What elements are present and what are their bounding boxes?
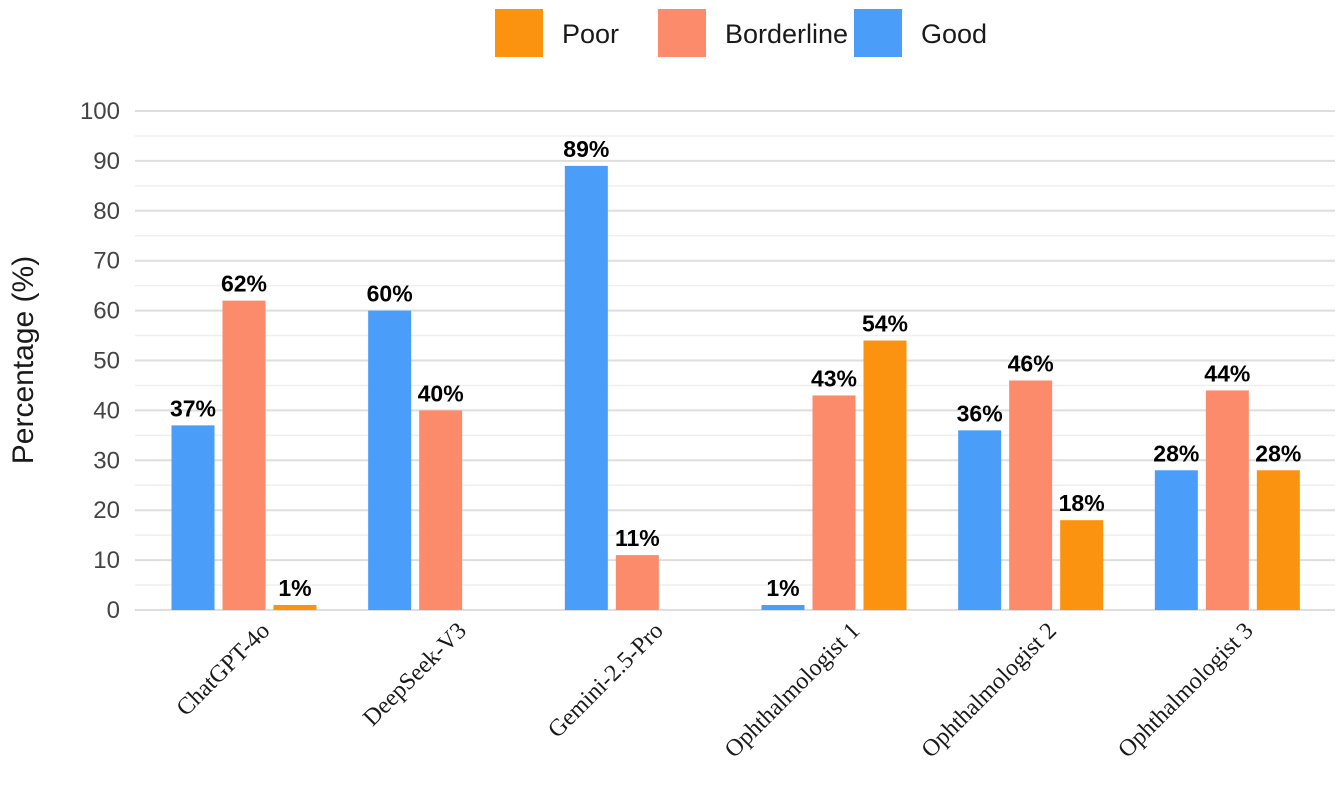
y-tick-label: 100 (80, 98, 120, 125)
y-tick-label: 60 (93, 298, 120, 325)
bar-good-ophthalmologist-2 (958, 430, 1002, 610)
data-label-poor-ophthalmologist-1: 54% (862, 311, 908, 337)
y-tick-label: 10 (93, 547, 120, 574)
bar-good-ophthalmologist-1 (761, 605, 805, 610)
y-tick-label: 20 (93, 497, 120, 524)
data-label-good-ophthalmologist-2: 36% (957, 400, 1003, 426)
y-tick-label: 80 (93, 198, 120, 225)
legend-swatch-poor (495, 9, 543, 57)
data-label-borderline-ophthalmologist-1: 43% (811, 365, 857, 391)
data-label-good-deepseek-v3: 60% (367, 281, 413, 307)
legend-swatch-borderline (658, 9, 706, 57)
data-label-borderline-gemini-2-5-pro: 11% (615, 525, 660, 551)
bar-borderline-chatgpt-4o (222, 300, 266, 610)
data-label-good-ophthalmologist-3: 28% (1153, 440, 1199, 466)
bar-good-deepseek-v3 (368, 310, 412, 610)
x-category-label: DeepSeek-V3 (358, 618, 472, 732)
data-label-borderline-ophthalmologist-2: 46% (1008, 350, 1054, 376)
bar-borderline-ophthalmologist-3 (1205, 390, 1249, 610)
bar-borderline-gemini-2-5-pro (615, 555, 659, 610)
bar-poor-chatgpt-4o (273, 605, 317, 610)
data-label-good-ophthalmologist-1: 1% (766, 575, 799, 601)
legend-swatch-good (854, 9, 902, 57)
legend: Poor Borderline Good (495, 9, 987, 57)
x-category-label: Ophthalmologist 2 (917, 618, 1062, 763)
y-axis-ticks: 0 10 20 30 40 50 60 70 80 90 100 (80, 98, 120, 624)
data-label-borderline-chatgpt-4o: 62% (221, 271, 267, 297)
bars (171, 165, 1300, 610)
bar-good-gemini-2-5-pro (564, 165, 608, 610)
bar-poor-ophthalmologist-2 (1060, 520, 1104, 610)
bar-poor-ophthalmologist-1 (863, 340, 907, 610)
bar-good-ophthalmologist-3 (1154, 470, 1198, 610)
bar-poor-ophthalmologist-3 (1256, 470, 1300, 610)
y-tick-label: 90 (93, 148, 120, 175)
x-category-label: Ophthalmologist 1 (720, 618, 865, 763)
bar-borderline-deepseek-v3 (419, 410, 463, 610)
y-axis-label: Percentage (%) (7, 256, 40, 464)
data-label-borderline-ophthalmologist-3: 44% (1204, 360, 1250, 386)
data-labels: 37% 62% 1% 60% 40% 89% 11% 1% 43% 54% 36%46% 18% 28%… (170, 136, 1301, 601)
legend-label-poor: Poor (562, 19, 619, 49)
data-label-poor-ophthalmologist-3: 28% (1255, 440, 1301, 466)
y-tick-label: 40 (93, 397, 120, 424)
data-label-borderline-deepseek-v3: 40% (418, 380, 464, 406)
y-tick-label: 50 (93, 348, 120, 375)
bar-good-chatgpt-4o (171, 425, 215, 610)
data-label-good-chatgpt-4o: 37% (170, 395, 216, 421)
legend-label-borderline: Borderline (725, 19, 848, 49)
x-category-label: Gemini-2.5-Pro (543, 618, 668, 743)
y-tick-label: 0 (107, 597, 120, 624)
y-tick-label: 30 (93, 447, 120, 474)
data-label-good-gemini-2-5-pro: 89% (563, 136, 609, 162)
x-category-label: ChatGPT-4o (172, 618, 276, 722)
data-label-poor-ophthalmologist-2: 18% (1059, 490, 1105, 516)
data-label-poor-chatgpt-4o: 1% (278, 575, 311, 601)
y-tick-label: 70 (93, 248, 120, 275)
x-category-label: Ophthalmologist 3 (1113, 618, 1258, 763)
bar-borderline-ophthalmologist-1 (812, 395, 856, 610)
x-axis-categories: ChatGPT-4o DeepSeek-V3 Gemini-2.5-Pro Ophth… (172, 618, 1259, 763)
gridlines (135, 110, 1335, 611)
legend-label-good: Good (921, 19, 987, 49)
bar-borderline-ophthalmologist-2 (1009, 380, 1053, 610)
